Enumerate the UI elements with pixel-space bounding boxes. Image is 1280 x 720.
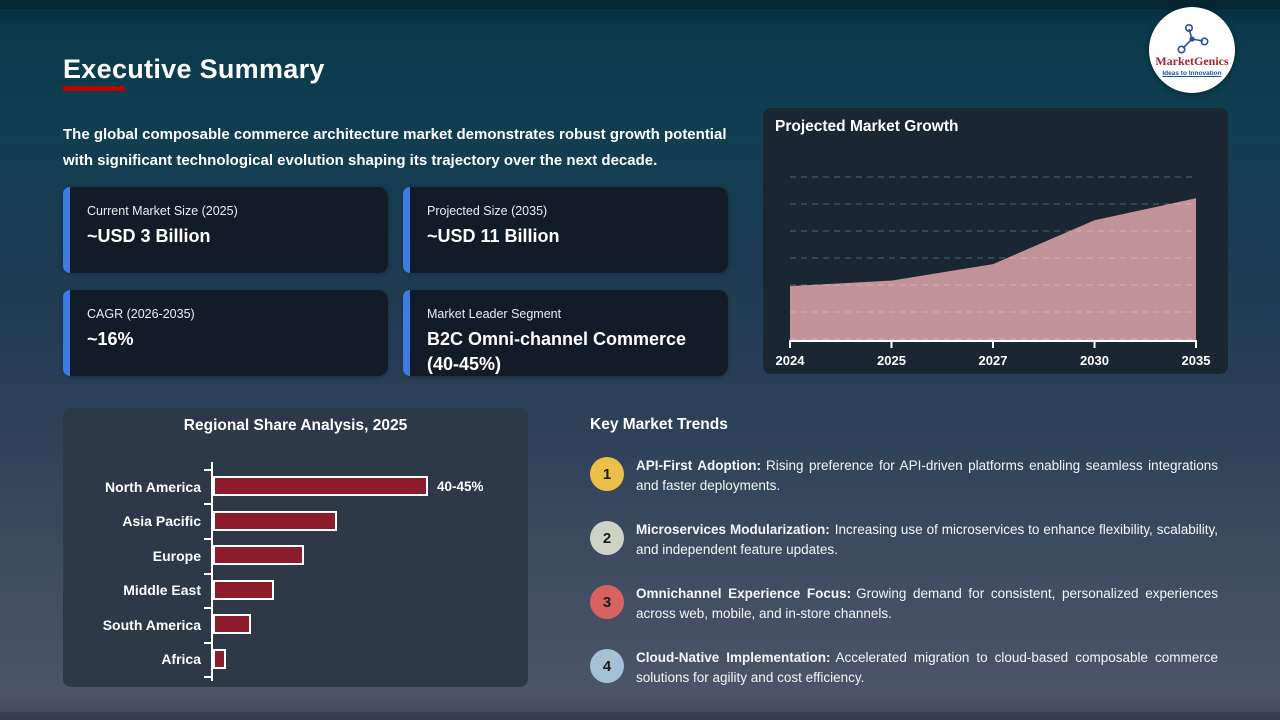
stat-card-current-market-size: Current Market Size (2025) ~USD 3 Billio… xyxy=(63,187,388,273)
stat-value: ~16% xyxy=(87,329,134,349)
stat-label: Market Leader Segment xyxy=(427,307,562,321)
molecule-icon xyxy=(1177,24,1209,54)
region-value-label: 40-45% xyxy=(437,479,484,494)
trends-section: Key Market Trends 1 API-First Adoption: R… xyxy=(590,408,1220,698)
logo: MarketGenics Ideas to Innovation xyxy=(1149,7,1235,93)
bar-axis-tick xyxy=(204,469,211,471)
trend-text: Cloud-Native Implementation: Accelerated … xyxy=(636,648,1218,687)
trend-text: API-First Adoption: Rising preference for… xyxy=(636,456,1218,495)
regional-chart-title: Regional Share Analysis, 2025 xyxy=(183,417,408,434)
trend-body: Increasing use of microservices to enhan… xyxy=(636,522,1218,557)
x-tick-label: 2030 xyxy=(1080,353,1109,368)
growth-chart-title: Projected Market Growth xyxy=(775,118,959,135)
trend-body: Growing demand for consistent, personali… xyxy=(636,586,1218,621)
logo-name: MarketGenics xyxy=(1155,54,1229,69)
x-tick-label: 2027 xyxy=(979,353,1008,368)
stat-label: Projected Size (2035) xyxy=(427,204,548,218)
stats-grid: Current Market Size (2025) ~USD 3 Billio… xyxy=(63,187,728,376)
intro-paragraph: The global composable commerce architect… xyxy=(63,126,727,169)
region-label: Asia Pacific xyxy=(122,513,201,529)
trend-text: Microservices Modularization: Increasing … xyxy=(636,520,1218,559)
trend-title: API-First Adoption: xyxy=(636,458,761,473)
regional-panel: Regional Share Analysis, 2025 North Amer… xyxy=(63,408,528,687)
trend-item-3: 3 Omnichannel Experience Focus: Growing d… xyxy=(590,584,1220,623)
x-tick-label: 2024 xyxy=(776,353,806,368)
stat-value: ~USD 3 Billion xyxy=(87,226,211,246)
trend-title: Cloud-Native Implementation: xyxy=(636,650,831,665)
top-edge-strip xyxy=(0,0,1280,9)
trend-item-2: 2 Microservices Modularization: Increasin… xyxy=(590,520,1220,559)
region-label: South America xyxy=(102,617,201,633)
stat-card-market-leader-segment: Market Leader Segment B2C Omni-channel C… xyxy=(403,290,728,376)
trend-item-4: 4 Cloud-Native Implementation: Accelerate… xyxy=(590,648,1220,687)
stat-card-projected-size: Projected Size (2035) ~USD 11 Billion xyxy=(403,187,728,273)
region-bar-africa xyxy=(213,649,226,669)
trend-text: Omnichannel Experience Focus: Growing dem… xyxy=(636,584,1218,623)
bar-axis-tick xyxy=(204,607,211,609)
trend-title: Omnichannel Experience Focus: xyxy=(636,586,852,601)
stat-label: CAGR (2026-2035) xyxy=(87,307,195,321)
stat-card-cagr: CAGR (2026-2035) ~16% xyxy=(63,290,388,376)
region-bar-middle-east xyxy=(213,580,274,600)
stat-value: B2C Omni-channel Commerce (40-45%) xyxy=(427,329,687,374)
trends-heading: Key Market Trends xyxy=(590,416,728,433)
title-underline xyxy=(63,86,125,91)
trend-title: Microservices Modularization: xyxy=(636,522,830,537)
growth-panel: Projected Market Growth 2024 2025 2027 2030… xyxy=(763,108,1228,374)
growth-area-chart: 2024 2025 2027 2030 2035 xyxy=(776,176,1211,368)
bar-axis-tick xyxy=(204,573,211,575)
area-series xyxy=(790,198,1196,341)
region-bar-north-america xyxy=(213,476,428,496)
trend-body: Accelerated migration to cloud-based com… xyxy=(636,650,1219,685)
page-title: Executive Summary xyxy=(63,54,325,85)
region-label: Europe xyxy=(152,548,201,564)
trend-item-1: 1 API-First Adoption: Rising preference f… xyxy=(590,456,1220,495)
region-bar-europe xyxy=(213,545,304,565)
logo-tagline: Ideas to Innovation xyxy=(1162,69,1222,77)
trend-body: Rising preference for API-driven platfor… xyxy=(636,458,1218,493)
trend-number-badge: 1 xyxy=(590,457,624,491)
stat-label: Current Market Size (2025) xyxy=(87,204,238,218)
trend-number-badge: 4 xyxy=(590,649,624,683)
bar-axis-tick xyxy=(204,642,211,644)
bar-axis-tick xyxy=(204,503,211,505)
trend-number-badge: 2 xyxy=(590,521,624,555)
stat-value: ~USD 11 Billion xyxy=(427,226,560,246)
bar-chart-y-axis xyxy=(211,462,213,681)
region-label: North America xyxy=(105,479,201,495)
region-bar-asia-pacific xyxy=(213,511,337,531)
bar-axis-tick xyxy=(204,538,211,540)
region-label: Middle East xyxy=(123,582,201,598)
x-tick-label: 2035 xyxy=(1182,353,1211,368)
region-bar-south-america xyxy=(213,614,251,634)
bottom-edge-strip xyxy=(0,712,1280,720)
trend-number-badge: 3 xyxy=(590,585,624,619)
region-label: Africa xyxy=(161,651,201,667)
bar-axis-tick xyxy=(204,676,211,678)
x-tick-label: 2025 xyxy=(877,353,906,368)
